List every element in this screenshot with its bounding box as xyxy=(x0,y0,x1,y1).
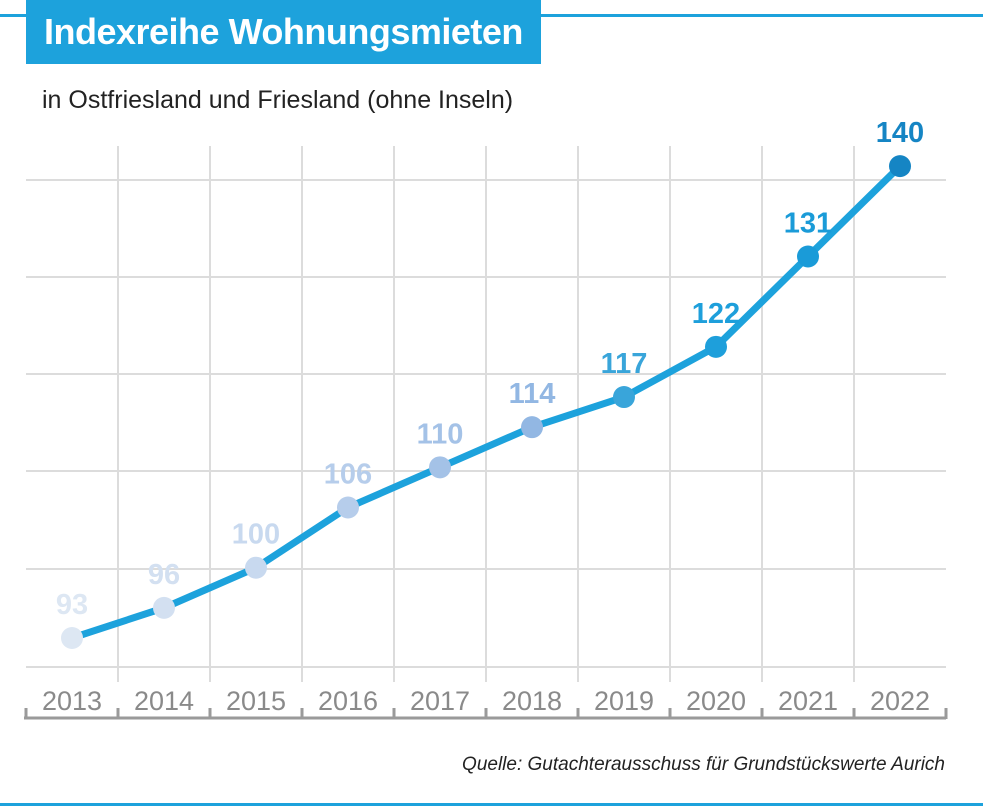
data-labels: 93 96 100 106 110 114 117 122 131 140 xyxy=(56,117,924,621)
data-point xyxy=(61,627,83,649)
grid xyxy=(26,146,946,682)
data-label: 140 xyxy=(876,117,924,149)
data-point xyxy=(889,155,911,178)
x-tick-label: 2014 xyxy=(134,686,194,716)
x-tick-label: 2020 xyxy=(686,686,746,716)
x-axis: 2013 2014 2015 2016 2017 2018 2019 2020 2021 2022 xyxy=(24,686,948,720)
x-tick-label: 2013 xyxy=(42,686,102,716)
x-tick-label: 2018 xyxy=(502,686,562,716)
data-label: 110 xyxy=(417,418,464,450)
data-label: 100 xyxy=(232,519,280,551)
data-label: 93 xyxy=(56,589,88,621)
chart-title: Indexreihe Wohnungsmieten xyxy=(26,0,541,64)
data-label: 117 xyxy=(601,348,648,380)
data-points xyxy=(61,155,911,649)
data-label: 131 xyxy=(784,207,832,239)
data-point xyxy=(245,556,267,579)
data-label: 106 xyxy=(324,458,372,490)
data-point xyxy=(521,416,543,439)
x-tick-label: 2017 xyxy=(410,686,470,716)
data-point xyxy=(613,386,635,409)
x-tick-label: 2016 xyxy=(318,686,378,716)
data-label: 114 xyxy=(509,378,556,410)
x-tick-label: 2022 xyxy=(870,686,930,716)
x-tick-label: 2015 xyxy=(226,686,286,716)
data-point xyxy=(153,596,175,619)
series-line-path xyxy=(68,162,904,642)
source-note: Quelle: Gutachterausschuss für Grundstüc… xyxy=(462,754,945,775)
data-point xyxy=(429,456,451,479)
x-tick-label: 2021 xyxy=(778,686,838,716)
series-line xyxy=(68,162,904,642)
data-point xyxy=(337,496,359,519)
data-label: 122 xyxy=(692,298,740,330)
data-label: 96 xyxy=(148,559,180,591)
data-point xyxy=(797,245,819,268)
chart-subtitle: in Ostfriesland und Friesland (ohne Inse… xyxy=(42,86,514,114)
x-tick-label: 2019 xyxy=(594,686,654,716)
data-point xyxy=(705,335,727,358)
bottom-rule xyxy=(0,803,983,806)
